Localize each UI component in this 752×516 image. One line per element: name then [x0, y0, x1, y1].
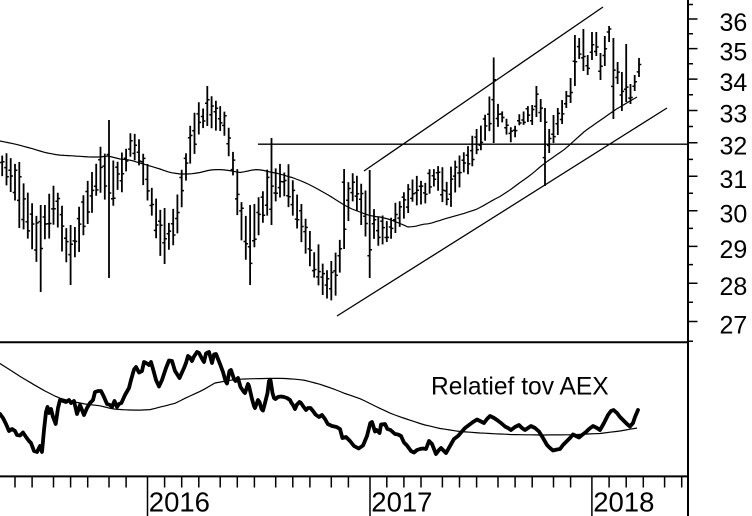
- svg-text:33: 33: [720, 100, 748, 128]
- svg-text:35: 35: [720, 38, 748, 66]
- svg-text:32: 32: [720, 133, 748, 161]
- svg-text:2016: 2016: [149, 487, 210, 516]
- svg-text:28: 28: [720, 273, 748, 301]
- svg-text:2017: 2017: [371, 487, 432, 516]
- svg-text:34: 34: [720, 69, 748, 97]
- svg-text:31: 31: [720, 166, 748, 194]
- svg-text:27: 27: [720, 311, 748, 339]
- svg-text:2018: 2018: [593, 487, 654, 516]
- svg-text:Relatief tov AEX: Relatief tov AEX: [431, 373, 609, 400]
- svg-text:29: 29: [720, 236, 748, 264]
- svg-text:36: 36: [720, 9, 748, 37]
- svg-text:30: 30: [720, 201, 748, 229]
